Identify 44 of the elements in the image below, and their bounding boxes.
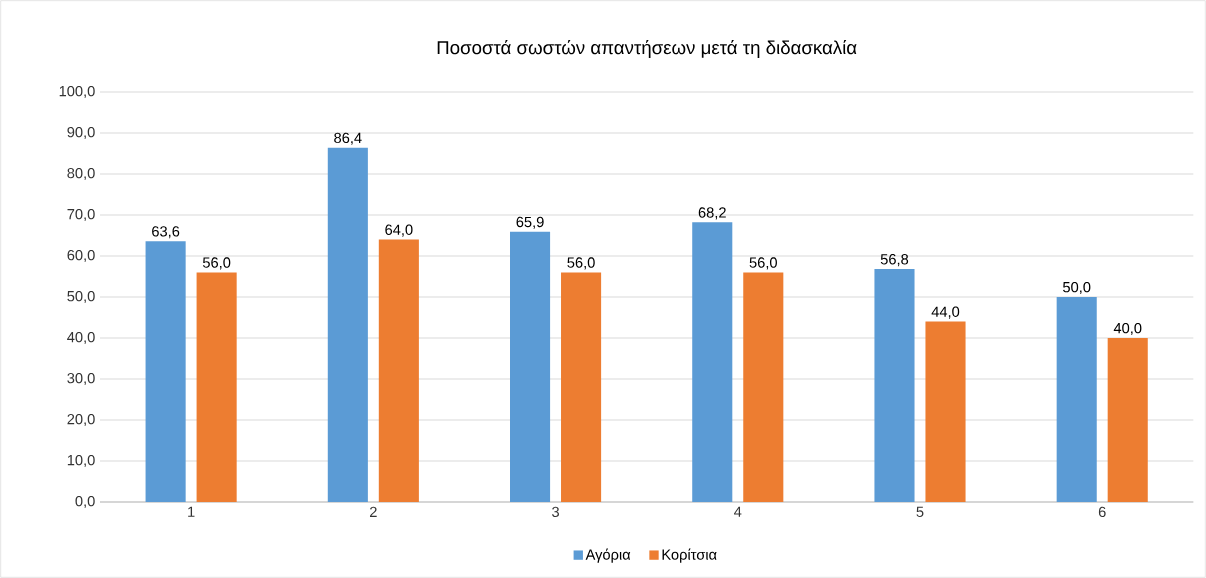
y-tick-label: 80,0 bbox=[67, 167, 95, 181]
y-tick-label: 0,0 bbox=[75, 495, 95, 509]
x-tick-label: 3 bbox=[552, 506, 559, 518]
bar bbox=[874, 269, 915, 502]
bar bbox=[692, 222, 733, 502]
bar bbox=[561, 272, 602, 502]
bar bbox=[925, 321, 966, 502]
bar bbox=[743, 272, 784, 502]
bar bbox=[510, 231, 551, 502]
y-tick-label: 60,0 bbox=[67, 249, 95, 263]
data-label: 68,2 bbox=[698, 207, 726, 220]
bar bbox=[378, 239, 419, 502]
y-tick-label: 30,0 bbox=[67, 372, 95, 386]
bar bbox=[145, 241, 186, 502]
data-label: 86,4 bbox=[334, 132, 362, 145]
data-label: 56,8 bbox=[880, 254, 909, 267]
bar bbox=[1107, 337, 1148, 502]
chart-title: Ποσοστά σωστών απαντήσεων μετά τη διδασκαλία bbox=[437, 40, 857, 58]
y-tick-label: 50,0 bbox=[67, 290, 95, 304]
x-tick-label: 1 bbox=[188, 506, 195, 517]
bar bbox=[1056, 296, 1097, 502]
y-tick-label: 70,0 bbox=[67, 208, 95, 222]
y-tick-label: 40,0 bbox=[67, 331, 95, 345]
data-label: 56,0 bbox=[567, 257, 595, 270]
data-label: 50,0 bbox=[1063, 281, 1091, 295]
data-label: 44,0 bbox=[931, 306, 960, 319]
data-label: 63,6 bbox=[152, 226, 180, 239]
x-tick-label: 4 bbox=[734, 506, 742, 517]
x-tick-label: 6 bbox=[1098, 506, 1106, 518]
data-label: 56,0 bbox=[202, 257, 231, 270]
data-label: 65,9 bbox=[516, 216, 544, 229]
y-tick-label: 90,0 bbox=[67, 126, 95, 140]
bar bbox=[327, 147, 368, 502]
data-label: 64,0 bbox=[385, 224, 413, 237]
y-tick-label: 10,0 bbox=[67, 454, 95, 468]
bar bbox=[196, 272, 237, 502]
data-label: 40,0 bbox=[1113, 322, 1142, 336]
y-tick-label: 100,0 bbox=[59, 85, 95, 99]
legend-label: Αγόρια bbox=[585, 548, 631, 563]
x-tick-label: 2 bbox=[369, 506, 377, 517]
data-label: 56,0 bbox=[749, 257, 777, 270]
x-tick-label: 5 bbox=[916, 506, 924, 517]
y-tick-label: 20,0 bbox=[67, 413, 95, 427]
legend-label: Κορίτσια bbox=[662, 548, 717, 563]
